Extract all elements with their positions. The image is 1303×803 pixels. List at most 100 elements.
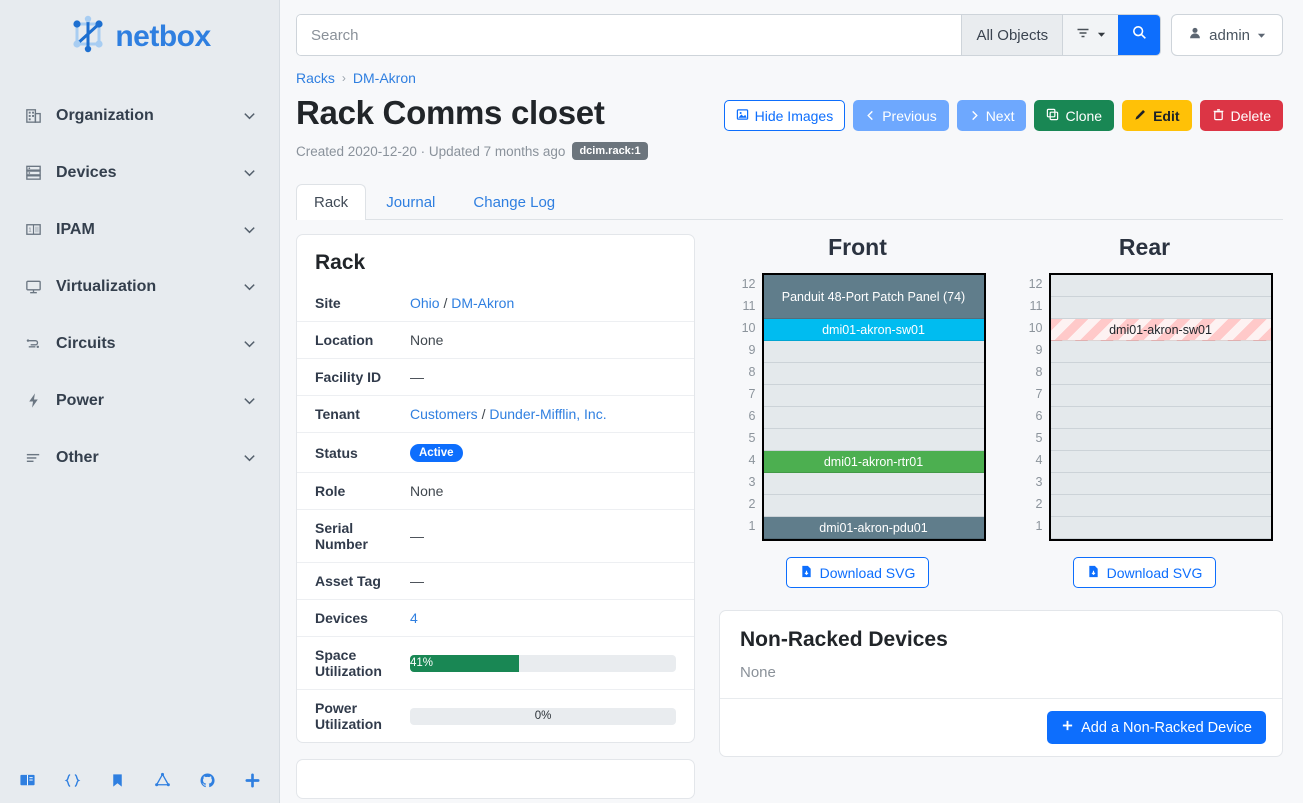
rack-unit-slot[interactable] [1050, 297, 1271, 319]
table-row: Devices 4 [297, 599, 694, 637]
previous-button[interactable]: Previous [853, 100, 949, 131]
rack-device[interactable]: dmi01-akron-sw01 [1050, 319, 1271, 341]
chevron-down-icon[interactable] [242, 279, 257, 294]
rack-unit-slot[interactable] [763, 429, 984, 451]
row-value-serial-number: — [402, 509, 694, 563]
sidebar-item-virtualization[interactable]: Virtualization [0, 258, 279, 315]
clone-button[interactable]: Clone [1034, 100, 1115, 131]
sidebar-item-power[interactable]: Power [0, 372, 279, 429]
sidebar-item-label: Devices [56, 163, 117, 181]
rack-unit-slot[interactable] [763, 407, 984, 429]
breadcrumb-item-dm-akron[interactable]: DM-Akron [352, 70, 416, 86]
rack-unit-number: 5 [748, 431, 756, 445]
rack-unit-slot[interactable] [1050, 341, 1271, 363]
rack-unit-slot[interactable] [1050, 407, 1271, 429]
chevron-down-icon[interactable] [242, 222, 257, 237]
filter-icon [1075, 25, 1091, 46]
tab-change-log[interactable]: Change Log [473, 194, 556, 211]
tab-bar: Rack Journal Change Log [296, 184, 1283, 220]
front-download-svg-button[interactable]: Download SVG [785, 557, 930, 588]
rack-unit-slot[interactable] [763, 341, 984, 363]
clone-label: Clone [1065, 107, 1103, 124]
chevron-down-icon[interactable] [242, 165, 257, 180]
tab-journal[interactable]: Journal [386, 194, 436, 211]
edit-button[interactable]: Edit [1122, 100, 1192, 131]
rack-unit-number: 5 [1035, 431, 1043, 445]
delete-button[interactable]: Delete [1199, 100, 1283, 131]
chevron-down-icon[interactable] [242, 393, 257, 408]
previous-label: Previous [882, 107, 937, 124]
site-region-link[interactable]: Ohio [410, 295, 440, 311]
site-link[interactable]: DM-Akron [451, 295, 515, 311]
rack-device[interactable]: dmi01-akron-rtr01 [763, 451, 984, 473]
breadcrumb-item-racks[interactable]: Racks [296, 70, 335, 86]
rack-unit-slot[interactable] [1050, 473, 1271, 495]
sidebar-item-devices[interactable]: Devices [0, 144, 279, 201]
rack-unit-slot[interactable] [1050, 517, 1271, 539]
brand-logo[interactable]: netbox [0, 0, 279, 65]
sidebar-item-other[interactable]: Other [0, 429, 279, 486]
space-utilization-bar: 41% [410, 654, 676, 672]
add-non-racked-device-button[interactable]: Add a Non-Racked Device [1047, 711, 1266, 744]
graphql-icon[interactable] [154, 772, 171, 789]
user-menu-button[interactable]: admin [1171, 14, 1283, 56]
front-title: Front [828, 234, 887, 260]
rack-device[interactable]: dmi01-akron-sw01 [763, 319, 984, 341]
add-non-racked-device-label: Add a Non-Racked Device [1081, 719, 1252, 736]
sidebar-nav: Organization Devices 1 IPAM [0, 87, 279, 486]
rack-unit-slot[interactable] [1050, 495, 1271, 517]
search-input[interactable] [297, 15, 962, 55]
sidebar: netbox Organization Devices [0, 0, 280, 803]
chevron-down-icon[interactable] [242, 450, 257, 465]
rack-unit-number: 3 [1035, 475, 1043, 489]
non-racked-title: Non-Racked Devices [740, 628, 948, 651]
row-label-tenant: Tenant [297, 395, 402, 433]
status-badge: Active [410, 444, 463, 462]
search-group: All Objects [296, 14, 1162, 56]
rack-unit-slot[interactable] [1050, 275, 1271, 297]
rack-unit-slot[interactable] [763, 495, 984, 517]
sidebar-item-organization[interactable]: Organization [0, 87, 279, 144]
tab-rack[interactable]: Rack [296, 184, 367, 220]
chevron-down-icon[interactable] [242, 108, 257, 123]
row-label-facility-id: Facility ID [297, 358, 402, 396]
device-count-link[interactable]: 4 [410, 610, 418, 626]
hide-images-button[interactable]: Hide Images [723, 100, 846, 131]
sidebar-item-label: IPAM [56, 220, 95, 238]
object-scope-select[interactable]: All Objects [961, 15, 1063, 55]
tenant-link[interactable]: Dunder-Mifflin, Inc. [489, 406, 607, 422]
rack-unit-slot[interactable] [1050, 451, 1271, 473]
search-icon [1131, 24, 1148, 46]
tenant-group-link[interactable]: Customers [410, 406, 478, 422]
bookmark-icon[interactable] [109, 772, 126, 789]
rear-download-svg-button[interactable]: Download SVG [1072, 557, 1217, 588]
chevron-right-icon [969, 108, 980, 124]
page-title: Rack Comms closet [296, 94, 605, 131]
rack-unit-slot[interactable] [763, 385, 984, 407]
rack-unit-slot[interactable] [763, 363, 984, 385]
chevron-down-icon[interactable] [242, 336, 257, 351]
next-button[interactable]: Next [956, 100, 1027, 131]
api-braces-icon[interactable] [64, 772, 81, 789]
rack-unit-slot[interactable] [1050, 385, 1271, 407]
sidebar-item-circuits[interactable]: Circuits [0, 315, 279, 372]
row-label-power-utilization: Power Utilization [297, 689, 402, 742]
rack-device[interactable]: Panduit 48-Port Patch Panel (74) [763, 275, 984, 319]
rack-unit-number: 4 [748, 453, 756, 467]
rack-unit-slot[interactable] [1050, 429, 1271, 451]
docs-book-icon[interactable] [19, 772, 36, 789]
search-submit-button[interactable] [1118, 15, 1161, 55]
rack-unit-slot[interactable] [763, 473, 984, 495]
rack-unit-number: 8 [748, 365, 756, 379]
github-icon[interactable] [199, 772, 216, 789]
left-column: Rack Site Ohio / DM-Akron [296, 234, 695, 799]
filter-dropdown-button[interactable] [1062, 15, 1119, 55]
rack-unit-number: 12 [1028, 277, 1043, 291]
slack-icon[interactable] [244, 772, 261, 789]
row-value-facility-id: — [402, 358, 694, 396]
sidebar-item-ipam[interactable]: 1 IPAM [0, 201, 279, 258]
sidebar-item-label: Virtualization [56, 277, 157, 295]
rack-device[interactable]: dmi01-akron-pdu01 [763, 517, 984, 539]
rack-unit-slot[interactable] [1050, 363, 1271, 385]
right-column: Front 12 11 10 9 8 7 6 5 4 3 2 1 Panduit 48-Port Pa… [719, 234, 1283, 757]
